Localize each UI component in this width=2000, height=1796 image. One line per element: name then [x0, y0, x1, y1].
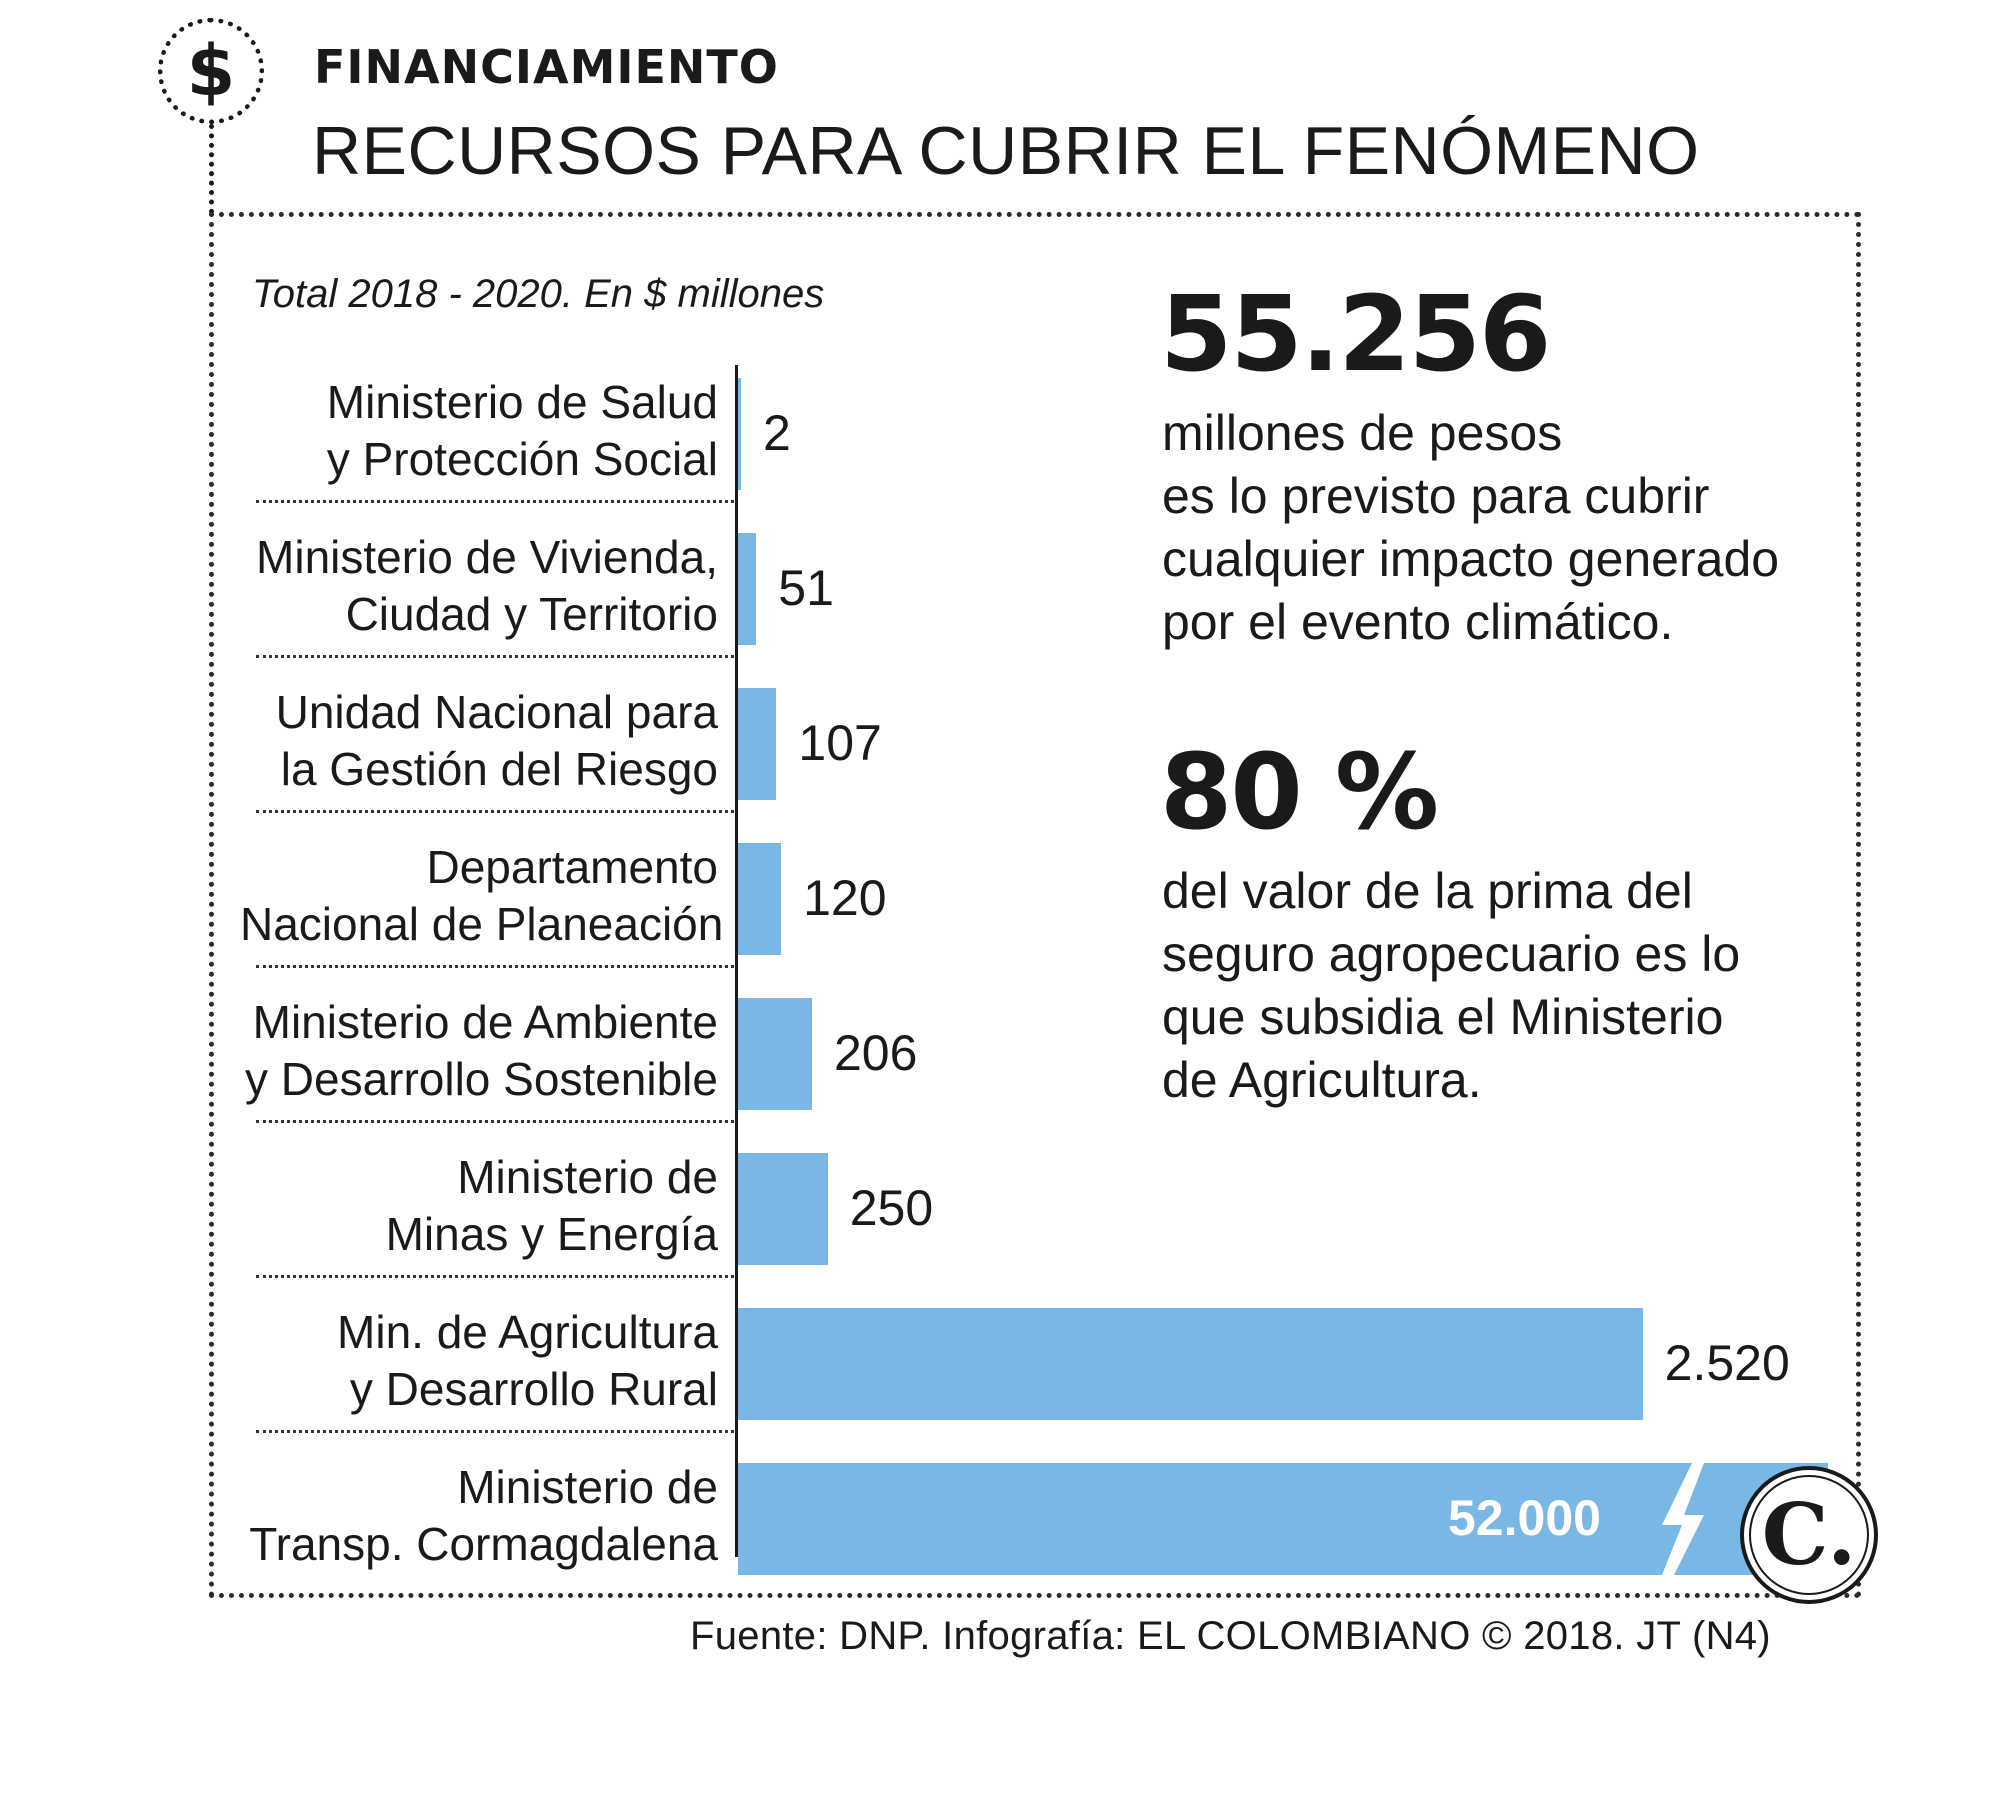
dollar-icon: $	[158, 18, 264, 124]
stat-total-line: es lo previsto para cubrir	[1162, 468, 1710, 524]
category-label-line: Ministerio de	[457, 1461, 718, 1513]
row-separator	[256, 810, 734, 813]
category-label-line: y Desarrollo Sostenible	[244, 1053, 718, 1105]
category-label-line: y Protección Social	[326, 433, 718, 485]
category-label: Ministerio de Ambiente y Desarrollo Soste…	[240, 994, 718, 1108]
dotted-frame	[209, 212, 1861, 1598]
section-kicker: FINANCIAMIENTO	[314, 40, 779, 94]
chart-subtitle: Total 2018 - 2020. En $ millones	[252, 272, 825, 316]
category-label-line: Ministerio de Salud	[326, 376, 718, 428]
bar	[738, 533, 757, 645]
truncation-break	[1662, 1463, 1704, 1575]
stat-total-line: cualquier impacto generado	[1162, 531, 1780, 587]
row-separator	[256, 655, 734, 658]
category-label: Min. de Agricultura y Desarrollo Rural	[240, 1304, 718, 1418]
stat-total-line: por el evento climático.	[1162, 594, 1674, 650]
category-label-line: Nacional de Planeación	[240, 898, 724, 950]
value-label: 2	[763, 405, 791, 461]
value-label: 52.000	[1448, 1490, 1601, 1546]
badge-connector	[209, 124, 214, 214]
category-label: Ministerio de Transp. Cormagdalena	[240, 1459, 718, 1573]
bar	[738, 998, 812, 1110]
category-label-line: Ministerio de Vivienda,	[256, 531, 718, 583]
category-label-line: Transp. Cormagdalena	[249, 1518, 718, 1570]
stat-subsidy-line: del valor de la prima del	[1162, 863, 1693, 919]
bar	[738, 1463, 1828, 1575]
category-label: Ministerio de Minas y Energía	[240, 1149, 718, 1263]
row-separator	[256, 1430, 734, 1433]
source-credit: Fuente: DNP. Infografía: EL COLOMBIANO ©…	[690, 1614, 1771, 1658]
value-label: 107	[798, 715, 882, 771]
bar	[738, 1153, 828, 1265]
category-label-line: Departamento	[426, 841, 719, 893]
value-label: 250	[849, 1180, 934, 1236]
bar	[738, 378, 741, 490]
category-label: Ministerio de Vivienda, Ciudad y Territor…	[240, 529, 718, 643]
stat-subsidy-value: 80 %	[1160, 731, 1439, 853]
category-label-line: Min. de Agricultura	[337, 1306, 718, 1358]
bar	[738, 843, 782, 955]
category-label: Ministerio de Salud y Protección Social	[240, 374, 718, 488]
value-label: 51	[778, 560, 834, 616]
category-label-line: Ministerio de	[457, 1151, 718, 1203]
category-label-line: la Gestión del Riesgo	[280, 743, 718, 795]
stat-total-value: 55.256	[1160, 273, 1551, 395]
stat-subsidy-description: del valor de la prima del seguro agropec…	[1162, 860, 1740, 1112]
stat-subsidy-line: seguro agropecuario es lo	[1162, 926, 1741, 982]
row-separator	[256, 1275, 734, 1278]
category-label-line: Unidad Nacional para	[275, 686, 718, 738]
row-separator	[256, 500, 734, 503]
stat-total-line: millones de pesos	[1162, 405, 1563, 461]
stat-subsidy-line: de Agricultura.	[1162, 1052, 1482, 1108]
category-label-line: Minas y Energía	[385, 1208, 718, 1260]
chart-axis-line	[735, 365, 738, 1557]
logo-letter: C.	[1749, 1475, 1869, 1595]
category-label-line: Ciudad y Territorio	[345, 588, 718, 640]
bar	[738, 688, 777, 800]
category-label: Departamento Nacional de Planeación	[240, 839, 724, 953]
row-separator	[256, 1120, 734, 1123]
value-label: 206	[833, 1025, 918, 1081]
el-colombiano-logo: C.	[1740, 1466, 1878, 1604]
category-label: Unidad Nacional para la Gestión del Riesg…	[240, 684, 718, 798]
value-label: 120	[803, 870, 887, 926]
row-separator	[256, 965, 734, 968]
category-label-line: Ministerio de Ambiente	[252, 996, 718, 1048]
value-label: 2.520	[1664, 1335, 1790, 1391]
bar	[738, 1308, 1643, 1420]
stat-subsidy-line: que subsidia el Ministerio	[1162, 989, 1724, 1045]
stat-total-description: millones de pesos es lo previsto para cu…	[1162, 402, 1779, 654]
headline: RECURSOS PARA CUBRIR EL FENÓMENO	[312, 113, 1700, 189]
category-label-line: y Desarrollo Rural	[349, 1363, 718, 1415]
